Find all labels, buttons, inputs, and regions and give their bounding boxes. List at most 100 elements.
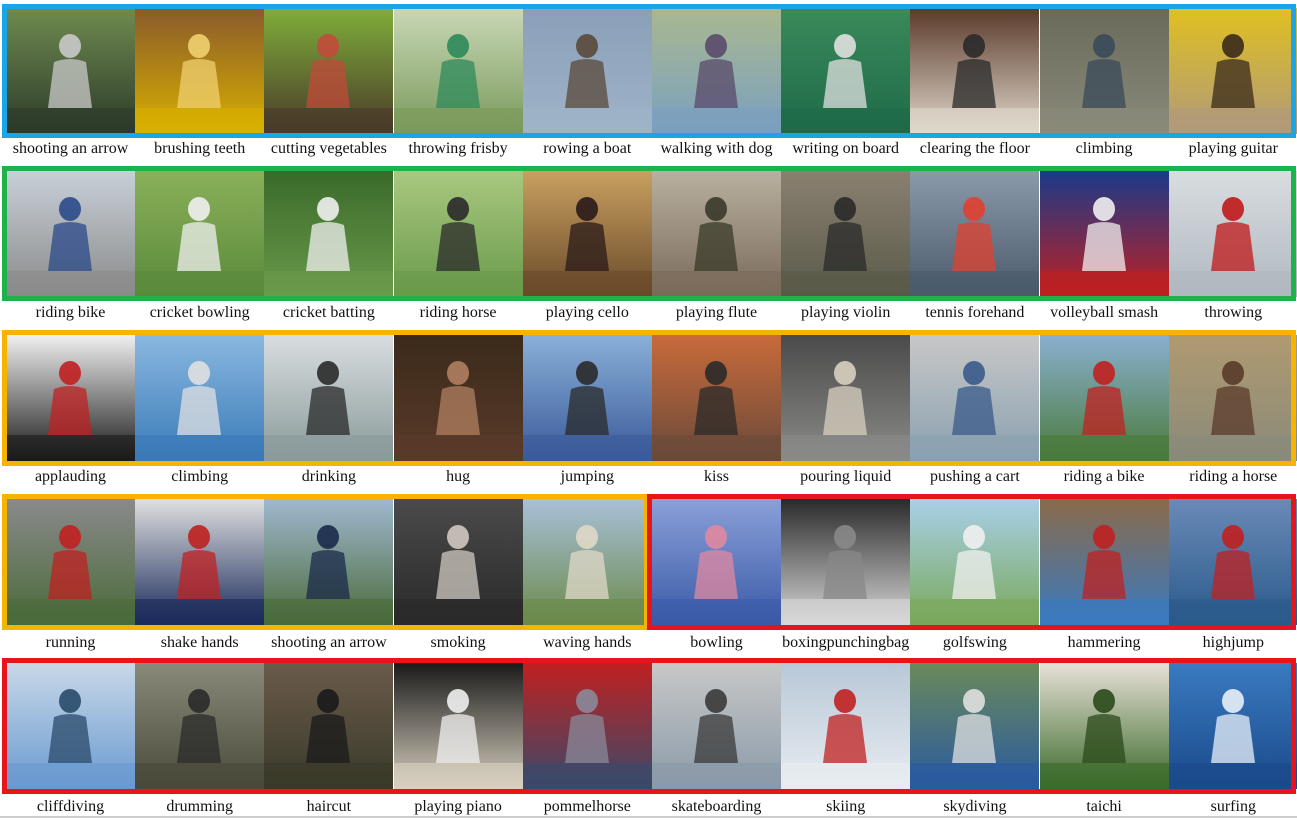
activity-photo — [264, 8, 394, 134]
activity-label: pommelhorse — [543, 798, 631, 815]
activity-label: volleyball smash — [1050, 304, 1159, 321]
activity-photo — [652, 171, 781, 297]
activity-photo — [6, 499, 135, 625]
activity-photo — [135, 171, 265, 297]
activity-photo — [910, 663, 1040, 789]
activity-photo — [522, 499, 652, 625]
activity-label: bowling — [690, 634, 743, 651]
activity-label: taichi — [1086, 798, 1122, 815]
activity-photo — [781, 335, 911, 461]
activity-photo — [781, 499, 911, 625]
activity-label: riding bike — [35, 304, 106, 321]
activity-label: shooting an arrow — [12, 140, 129, 157]
activity-label: playing cello — [545, 304, 629, 321]
activity-photo — [264, 663, 394, 789]
activity-label: climbing — [171, 468, 229, 485]
activity-photo — [393, 8, 523, 134]
activity-label: throwing — [1204, 304, 1263, 321]
activity-photo — [264, 171, 394, 297]
activity-photo — [1168, 335, 1297, 461]
activity-photo — [652, 335, 781, 461]
activity-label: climbing — [1075, 140, 1133, 157]
activity-photo — [6, 335, 135, 461]
activity-label: golfswing — [942, 634, 1007, 651]
activity-label: drumming — [166, 798, 234, 815]
activity-label: playing guitar — [1188, 140, 1278, 157]
activity-photo — [652, 663, 781, 789]
activity-label: pushing a cart — [930, 468, 1020, 485]
activity-photo — [264, 499, 394, 625]
activity-label: boxingpunchingbag — [782, 634, 910, 651]
activity-photo — [393, 663, 523, 789]
activity-label: cricket bowling — [149, 304, 250, 321]
activity-photo — [6, 171, 135, 297]
activity-label: rowing a boat — [543, 140, 632, 157]
activity-photo — [910, 335, 1040, 461]
activity-label: shooting an arrow — [271, 634, 387, 651]
activity-label: riding horse — [419, 304, 497, 321]
activity-label: cliffdiving — [36, 798, 105, 815]
activity-photo — [393, 171, 523, 297]
activity-photo — [781, 171, 911, 297]
activity-photo — [522, 663, 652, 789]
activity-photo — [135, 663, 265, 789]
activity-photo — [6, 8, 135, 134]
activity-label: running — [45, 634, 96, 651]
activity-label: hug — [446, 468, 471, 485]
activity-photo — [522, 335, 652, 461]
activity-label: cricket batting — [282, 304, 375, 321]
activity-label: playing flute — [675, 304, 758, 321]
activity-label: playing piano — [414, 798, 502, 815]
activity-label: skydiving — [943, 798, 1007, 815]
activity-photo — [1168, 171, 1297, 297]
activity-label: haircut — [306, 798, 352, 815]
activity-photo — [910, 171, 1040, 297]
activity-photo — [781, 663, 911, 789]
activity-label: writing on board — [792, 140, 900, 157]
activity-photo — [1039, 335, 1169, 461]
activity-photo — [393, 499, 523, 625]
activity-photo — [1039, 171, 1169, 297]
activity-photo — [6, 663, 135, 789]
activity-label: hammering — [1067, 634, 1141, 651]
activity-photo — [1039, 8, 1169, 134]
activity-photo — [781, 8, 911, 134]
activity-label: applauding — [34, 468, 107, 485]
activity-photo — [522, 8, 652, 134]
activity-label: surfing — [1210, 798, 1256, 815]
activity-label: playing violin — [801, 304, 891, 321]
activity-label: drinking — [301, 468, 356, 485]
activity-photo — [1039, 663, 1169, 789]
activity-label: throwing frisby — [408, 140, 508, 157]
activity-label: jumping — [560, 468, 614, 485]
activity-label: cutting vegetables — [270, 140, 387, 157]
activity-label: highjump — [1202, 634, 1264, 651]
activity-photo — [135, 335, 265, 461]
activity-photo — [1168, 663, 1297, 789]
activity-label: waving hands — [543, 634, 632, 651]
activity-label: shake hands — [160, 634, 239, 651]
activity-label: riding a bike — [1063, 468, 1145, 485]
activity-photo — [135, 8, 265, 134]
activity-label: pouring liquid — [800, 468, 892, 485]
activity-photo — [910, 8, 1040, 134]
activity-label: kiss — [704, 468, 729, 485]
activity-label: clearing the floor — [919, 140, 1030, 157]
activity-photo — [264, 335, 394, 461]
activity-photo — [1168, 8, 1297, 134]
activity-photo — [910, 499, 1040, 625]
activity-photo — [1168, 499, 1297, 625]
activity-photo — [1039, 499, 1169, 625]
activity-photo — [522, 171, 652, 297]
activity-label: smoking — [430, 634, 486, 651]
activity-label: tennis forehand — [925, 304, 1025, 321]
activity-photo — [393, 335, 523, 461]
activity-label: skiing — [826, 798, 866, 815]
bottom-divider — [0, 816, 1297, 818]
activity-photo — [652, 499, 781, 625]
activity-label: skateboarding — [671, 798, 762, 815]
activity-label: walking with dog — [660, 140, 773, 157]
activity-label: brushing teeth — [154, 140, 246, 157]
activity-photo — [652, 8, 781, 134]
